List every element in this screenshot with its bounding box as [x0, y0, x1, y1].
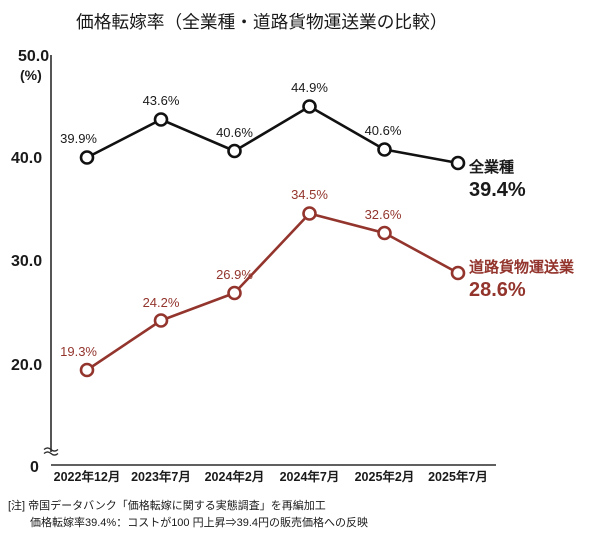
svg-text:[注] 帝国データバンク「価格転嫁に関する実態調査」を再編加: [注] 帝国データバンク「価格転嫁に関する実態調査」を再編加工 [8, 498, 326, 512]
svg-text:39.9%: 39.9% [60, 131, 97, 146]
svg-text:19.3%: 19.3% [60, 344, 97, 359]
svg-text:44.9%: 44.9% [291, 80, 328, 95]
svg-text:30.0: 30.0 [11, 253, 42, 270]
svg-text:価格転嫁率（全業種・道路貨物運送業の比較）: 価格転嫁率（全業種・道路貨物運送業の比較） [76, 12, 447, 32]
svg-text:34.5%: 34.5% [291, 187, 328, 202]
svg-text:40.0: 40.0 [11, 150, 42, 167]
svg-text:39.4%: 39.4% [469, 179, 526, 201]
svg-text:50.0: 50.0 [18, 48, 49, 65]
svg-text:全業種: 全業種 [468, 158, 514, 176]
svg-text:43.6%: 43.6% [143, 93, 180, 108]
svg-text:2024年7月: 2024年7月 [280, 469, 340, 484]
svg-text:2024年2月: 2024年2月 [205, 469, 265, 484]
svg-text:28.6%: 28.6% [469, 279, 526, 301]
svg-text:20.0: 20.0 [11, 357, 42, 374]
svg-text:40.6%: 40.6% [216, 125, 253, 140]
svg-text:40.6%: 40.6% [365, 123, 402, 138]
svg-text:26.9%: 26.9% [216, 267, 253, 282]
svg-text:24.2%: 24.2% [143, 295, 180, 310]
svg-text:2023年7月: 2023年7月 [131, 469, 191, 484]
svg-text:価格転嫁率39.4%：コストが100 円上昇⇒39.4円の販: 価格転嫁率39.4%：コストが100 円上昇⇒39.4円の販売価格への反映 [30, 515, 368, 529]
svg-text:道路貨物運送業: 道路貨物運送業 [469, 258, 575, 276]
svg-text:0: 0 [30, 459, 39, 476]
svg-text:2025年2月: 2025年2月 [355, 469, 415, 484]
svg-text:2022年12月: 2022年12月 [54, 469, 121, 484]
svg-text:(%): (%) [20, 67, 42, 83]
svg-text:2025年7月: 2025年7月 [428, 469, 488, 484]
svg-text:32.6%: 32.6% [365, 207, 402, 222]
